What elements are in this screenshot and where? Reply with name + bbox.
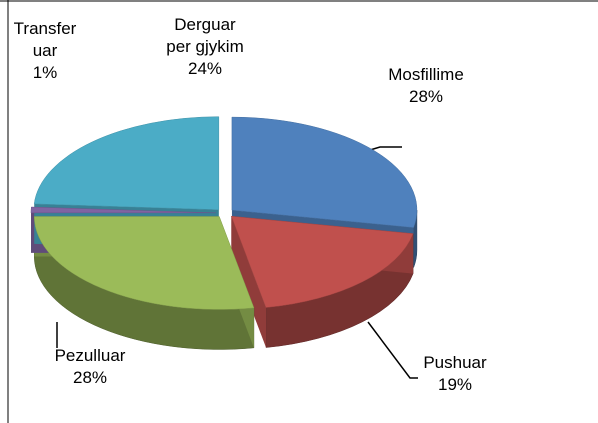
slice [34, 216, 255, 310]
slice [231, 116, 418, 228]
category-label: Mosfillime [388, 65, 464, 84]
slice [230, 215, 414, 308]
category-label: Pezulluar [54, 346, 126, 365]
slice-label: Transferuar 1% [10, 18, 80, 84]
slice-label: Derguar per gjykim 24% [150, 14, 260, 80]
category-label: Derguar per gjykim [166, 15, 244, 56]
slice-label: Pezulluar 28% [30, 345, 150, 389]
category-label: Pushuar [423, 353, 487, 372]
value-label: 24% [187, 59, 223, 78]
leader-line [367, 321, 418, 379]
slice-tops [30, 116, 418, 310]
slice-label: Pushuar 19% [415, 352, 495, 396]
value-label: 28% [72, 368, 108, 387]
value-label: 19% [437, 375, 473, 394]
value-label: 28% [408, 87, 444, 106]
category-label: Transferuar [13, 19, 77, 60]
slice-label: Mosfillime 28% [378, 64, 474, 108]
slice [33, 116, 220, 210]
slice [30, 206, 217, 214]
slice-cut-face [231, 216, 267, 348]
value-label: 1% [32, 63, 58, 82]
